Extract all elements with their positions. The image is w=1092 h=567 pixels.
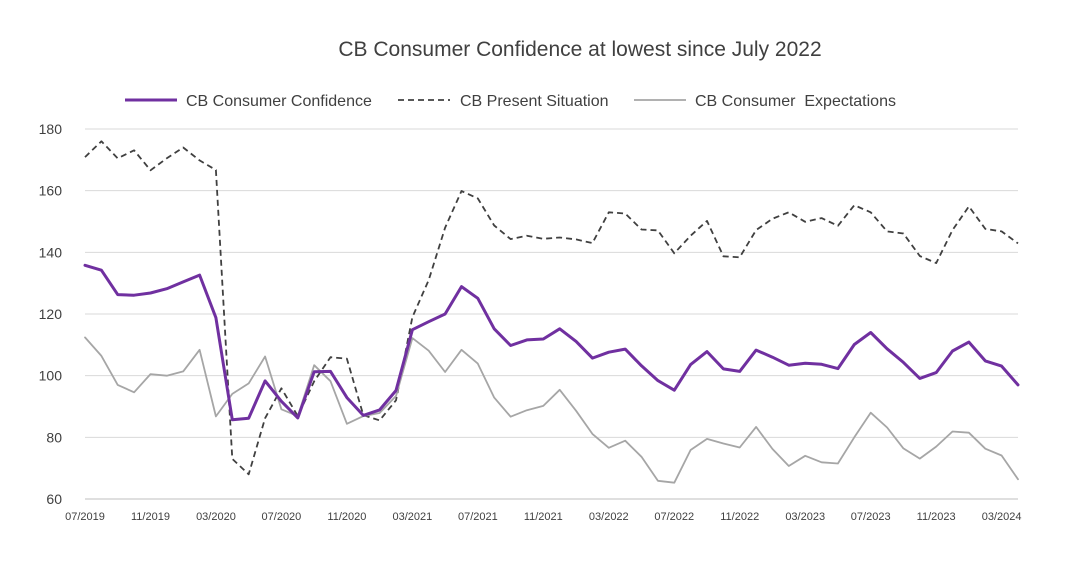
x-tick-label: 07/2019 — [65, 511, 105, 523]
legend: CB Consumer Confidence CB Present Situati… — [125, 93, 896, 110]
x-tick-label: 07/2021 — [458, 511, 498, 523]
y-tick-label: 180 — [39, 121, 63, 137]
series-line-1 — [84, 140, 1019, 476]
y-tick-label: 140 — [39, 244, 63, 260]
x-tick-label: 03/2022 — [589, 511, 629, 523]
x-tick-label: 11/2022 — [720, 511, 759, 523]
x-tick-label: 07/2023 — [851, 511, 891, 523]
gridlines — [85, 128, 1018, 500]
x-tick-label: 07/2022 — [654, 511, 694, 523]
y-tick-label: 120 — [39, 306, 63, 322]
x-tick-label: 03/2021 — [392, 511, 432, 523]
legend-label-0: CB Consumer Confidence — [186, 93, 372, 110]
chart-title: CB Consumer Confidence at lowest since J… — [338, 38, 821, 61]
y-tick-label: 160 — [39, 183, 63, 199]
x-tick-label: 03/2020 — [196, 511, 236, 523]
legend-label-1: CB Present Situation — [460, 93, 609, 110]
legend-label-2: CB Consumer Expectations — [695, 93, 896, 110]
x-tick-label: 11/2023 — [917, 511, 956, 523]
y-tick-label: 60 — [46, 491, 62, 507]
series-lines — [83, 140, 1020, 484]
y-tick-label: 80 — [46, 429, 62, 445]
x-tick-label: 11/2021 — [524, 511, 563, 523]
x-tick-label: 07/2020 — [262, 511, 302, 523]
series-line-0 — [83, 263, 1020, 422]
x-axis-ticks: 07/2019 11/2019 03/2020 07/2020 11/2020 03/20… — [65, 511, 1021, 523]
series-line-2 — [84, 336, 1019, 484]
x-tick-label: 03/2024 — [982, 511, 1022, 523]
x-tick-label: 11/2020 — [327, 511, 366, 523]
y-tick-label: 100 — [39, 368, 63, 384]
x-tick-label: 03/2023 — [785, 511, 825, 523]
x-tick-label: 11/2019 — [131, 511, 170, 523]
y-axis-ticks: 60 80 100 120 140 160 180 — [39, 121, 63, 507]
